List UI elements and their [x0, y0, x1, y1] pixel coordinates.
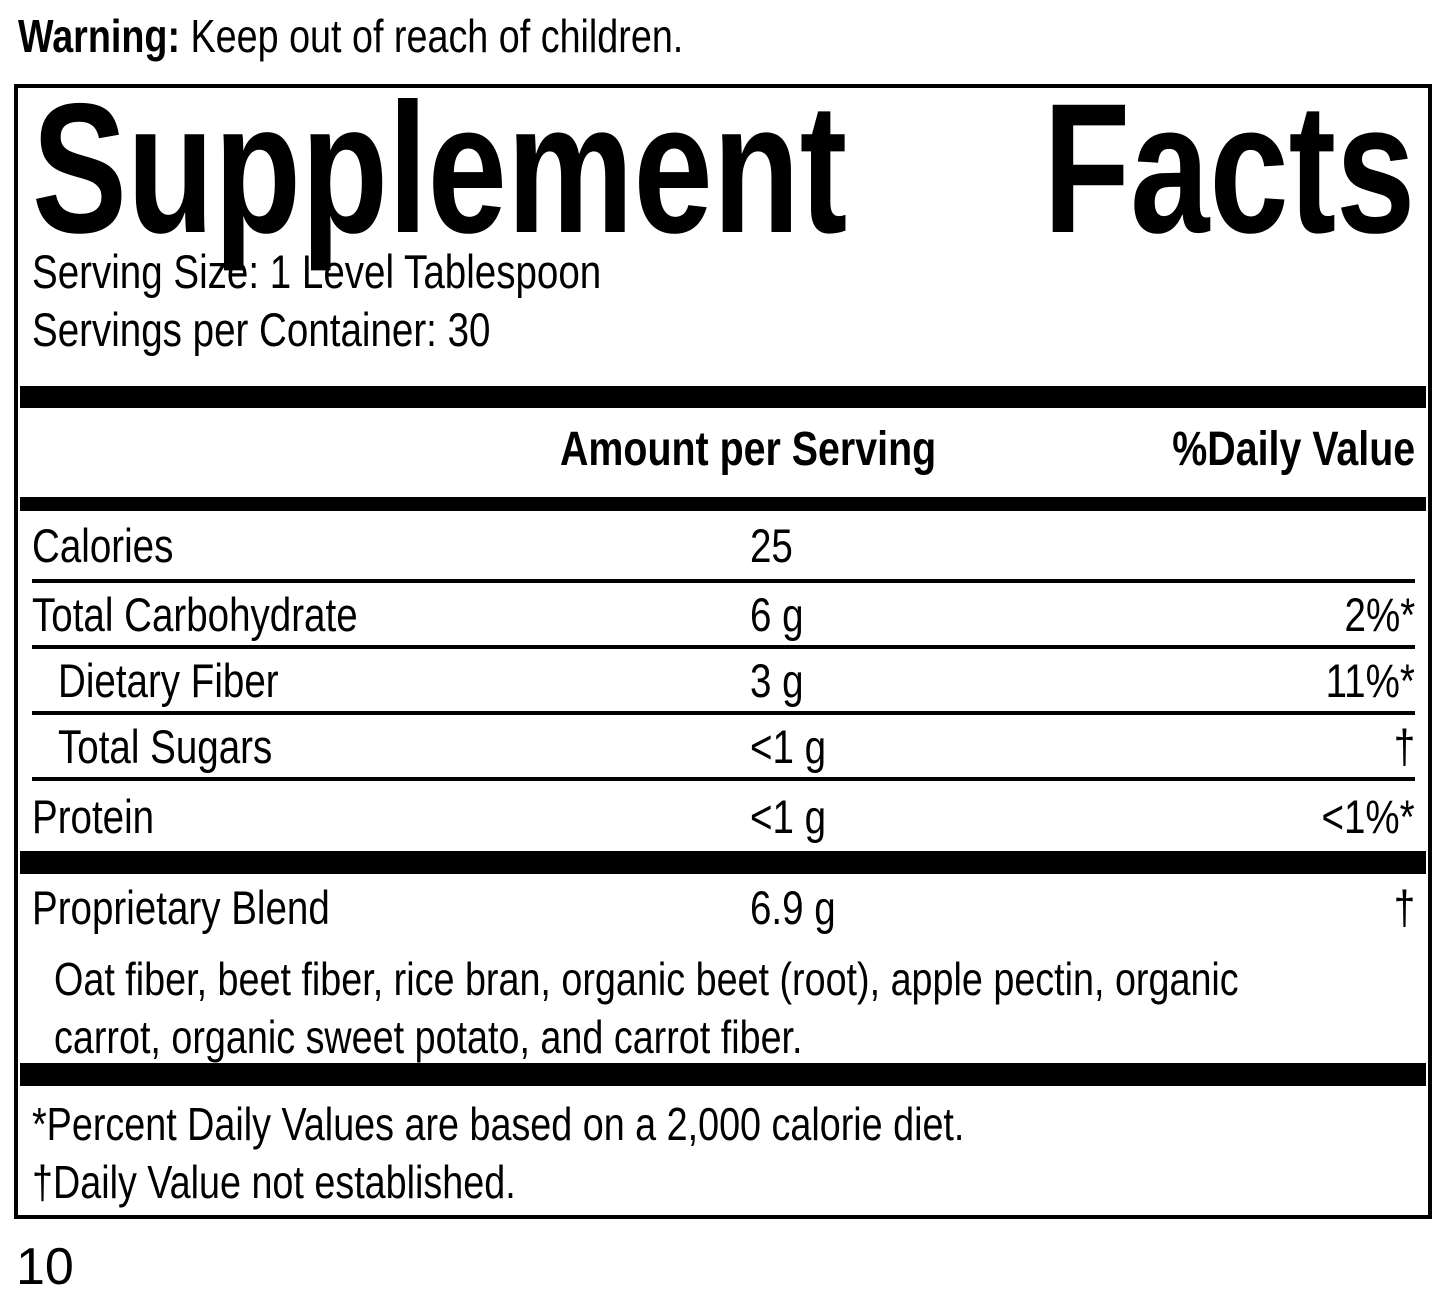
nutrient-amount: <1 g [750, 719, 827, 773]
servings-per-container: Servings per Container: 30 [32, 303, 491, 356]
divider-bar-top [20, 386, 1426, 408]
nutrient-row-calories: Calories 25 [32, 511, 1415, 583]
ingredients-line-1: Oat fiber, beet fiber, rice bran, organi… [54, 953, 1239, 1005]
supplement-facts-box: Supplement Facts Serving Size: 1 Level T… [14, 66, 1432, 1219]
ingredients-text: Oat fiber, beet fiber, rice bran, organi… [54, 950, 1415, 1066]
nutrient-amount: 6 g [750, 587, 804, 641]
nutrient-name: Protein [32, 789, 155, 843]
nutrient-row-dietary-fiber: Dietary Fiber 3 g 11%* [32, 649, 1415, 715]
divider-bar-header [20, 497, 1426, 511]
blend-dv: † [1393, 880, 1415, 934]
nutrient-name: Total Sugars [58, 719, 273, 773]
nutrient-dv: † [1393, 719, 1415, 773]
nutrient-amount: <1 g [750, 789, 827, 843]
ingredients-line-2: carrot, organic sweet potato, and carrot… [54, 1011, 803, 1063]
serving-size: Serving Size: 1 Level Tablespoon [32, 245, 602, 298]
nutrient-dv: <1%* [1321, 789, 1415, 843]
nutrient-row-protein: Protein <1 g <1%* [32, 781, 1415, 851]
proprietary-blend-row: Proprietary Blend 6.9 g † [32, 874, 1415, 940]
nutrient-dv: 11%* [1325, 653, 1415, 707]
blend-name: Proprietary Blend [32, 880, 330, 934]
title-word-supplement: Supplement [32, 66, 848, 272]
warning-label: Warning: [18, 10, 181, 62]
divider-bar-blend [20, 851, 1426, 874]
page-number: 10 [16, 1238, 74, 1296]
column-header-amount: Amount per Serving [560, 423, 937, 476]
footnote-not-established: †Daily Value not established. [32, 1156, 516, 1208]
nutrient-name: Dietary Fiber [58, 653, 279, 707]
nutrient-row-total-carbohydrate: Total Carbohydrate 6 g 2%* [32, 583, 1415, 649]
nutrient-row-total-sugars: Total Sugars <1 g † [32, 715, 1415, 781]
divider-bar-footnotes [20, 1063, 1426, 1086]
column-header-daily-value: %Daily Value [1172, 423, 1415, 476]
warning-message: Keep out of reach of children. [180, 10, 684, 62]
footnote-daily-values: *Percent Daily Values are based on a 2,0… [32, 1098, 965, 1150]
nutrient-dv: 2%* [1344, 587, 1415, 641]
nutrient-amount: 3 g [750, 653, 804, 707]
nutrient-name: Calories [32, 518, 174, 572]
blend-amount: 6.9 g [750, 880, 836, 934]
nutrient-name: Total Carbohydrate [32, 587, 358, 641]
warning-text: Warning: Keep out of reach of children. [18, 10, 829, 62]
title-word-facts: Facts [1042, 66, 1415, 272]
nutrient-amount: 25 [750, 518, 793, 572]
